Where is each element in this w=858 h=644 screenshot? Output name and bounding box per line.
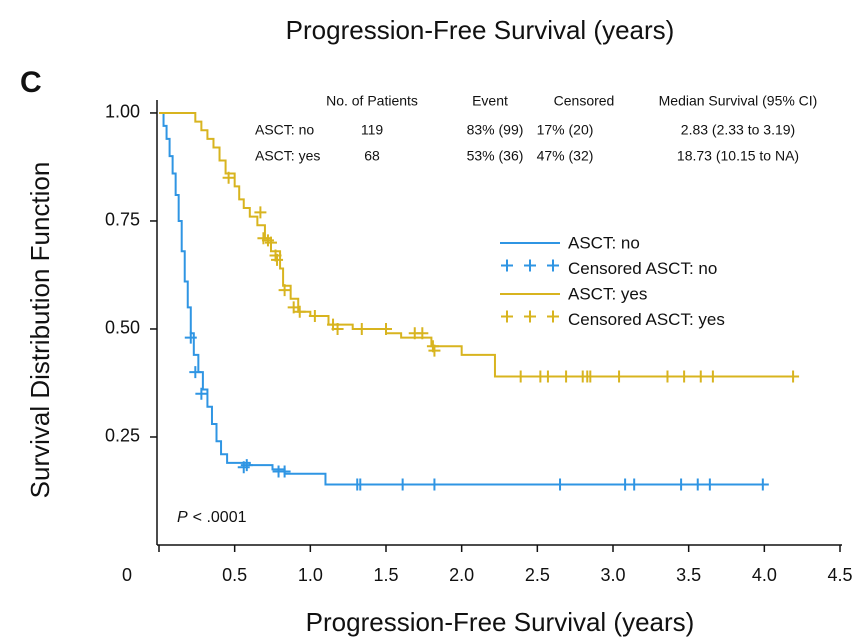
table-header: Median Survival (95% CI)	[659, 93, 818, 109]
x-tick-label: 3.5	[676, 565, 701, 585]
y-tick-label: 0.50	[105, 318, 140, 338]
table-header: No. of Patients	[326, 93, 418, 109]
table-cell: 119	[361, 122, 384, 138]
censor-mark	[308, 310, 321, 323]
censor-mark	[331, 322, 344, 335]
p-value: P < .0001	[177, 509, 247, 526]
censor-mark	[355, 322, 368, 335]
censor-mark	[514, 370, 527, 383]
censor-mark	[293, 305, 306, 318]
censor-mark	[271, 253, 284, 266]
censor-mark	[560, 370, 573, 383]
p-symbol: P	[177, 509, 188, 526]
table-cell: 47% (32)	[537, 148, 594, 164]
panel-label: C	[20, 66, 42, 99]
censor-mark	[380, 322, 392, 335]
legend-symbol	[501, 310, 513, 323]
table-cell: 83% (99)	[467, 122, 524, 138]
survival-curve	[159, 111, 763, 486]
legend-label: ASCT: yes	[568, 284, 647, 303]
censor-mark	[240, 459, 253, 472]
censor-mark	[613, 370, 626, 383]
censor-mark	[278, 465, 291, 478]
x-tick-label: 2.0	[449, 565, 474, 585]
table-cell: 17% (20)	[537, 122, 594, 138]
table-cell: 68	[364, 148, 380, 164]
legend-symbol	[547, 310, 559, 323]
censor-mark	[694, 370, 707, 383]
legend-label: Censored ASCT: yes	[568, 310, 725, 329]
legend-label: ASCT: no	[568, 233, 640, 252]
legend-symbol	[547, 259, 559, 272]
censor-mark	[222, 171, 235, 184]
censor-mark	[354, 478, 367, 491]
table-cell: 18.73 (10.15 to NA)	[677, 148, 799, 164]
y-tick-label: 0.75	[105, 210, 140, 230]
censor-mark	[628, 478, 641, 491]
table-cell: 53% (36)	[467, 148, 524, 164]
censor-mark	[184, 331, 197, 344]
censor-mark	[428, 344, 441, 357]
censor-mark	[416, 327, 429, 340]
x-tick-label: 1.0	[298, 565, 323, 585]
table-header: Censored	[554, 93, 615, 109]
legend-label: Censored ASCT: no	[568, 259, 717, 278]
censor-mark	[554, 478, 567, 491]
table-cell: 2.83 (2.33 to 3.19)	[681, 122, 795, 138]
x-tick-label: 4.0	[752, 565, 777, 585]
censor-mark	[703, 478, 716, 491]
x-axis-label: Progression-Free Survival (years)	[306, 607, 695, 637]
censor-mark	[787, 370, 800, 383]
legend-symbol	[501, 259, 513, 272]
censor-mark	[428, 478, 441, 491]
x-tick-label: 3.0	[600, 565, 625, 585]
x-tick-label: 0	[122, 565, 132, 585]
p-text: < .0001	[193, 509, 247, 526]
chart-title: Progression-Free Survival (years)	[286, 15, 675, 45]
y-axis-label: Survival Distribution Function	[25, 162, 55, 499]
censor-mark	[706, 370, 719, 383]
censor-mark	[541, 370, 554, 383]
y-tick-label: 0.25	[105, 426, 140, 446]
censor-mark	[396, 478, 409, 491]
x-tick-label: 2.5	[525, 565, 550, 585]
censor-mark	[195, 387, 208, 400]
x-tick-label: 0.5	[222, 565, 247, 585]
table-cell: ASCT: no	[255, 122, 314, 138]
censor-mark	[278, 284, 291, 297]
censor-mark	[287, 301, 300, 314]
censor-mark	[756, 478, 769, 491]
censor-mark	[254, 206, 267, 219]
x-tick-label: 4.5	[827, 565, 852, 585]
censor-mark	[264, 236, 277, 249]
x-tick-label: 1.5	[373, 565, 398, 585]
censor-mark	[189, 366, 202, 379]
y-tick-label: 1.00	[105, 102, 140, 122]
table-cell: ASCT: yes	[255, 148, 320, 164]
legend-symbol	[524, 310, 536, 323]
censor-mark	[661, 370, 674, 383]
table-header: Event	[472, 93, 508, 109]
censor-mark	[584, 370, 597, 383]
censor-mark	[675, 478, 688, 491]
censor-mark	[691, 478, 704, 491]
legend-symbol	[524, 259, 536, 272]
censor-mark	[678, 370, 691, 383]
